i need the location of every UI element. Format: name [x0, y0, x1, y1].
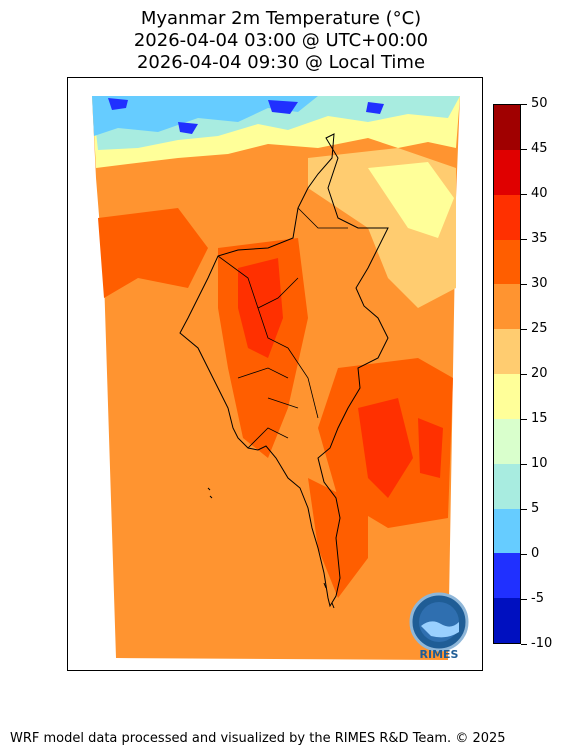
southern-hot-zone [308, 478, 368, 598]
colorbar-tick [521, 554, 527, 555]
colorbar-tick-label: 40 [531, 186, 548, 201]
colorbar-tick [521, 239, 527, 240]
temperature-map [92, 96, 460, 660]
colorbar-tick [521, 644, 527, 645]
colorbar-segment [494, 194, 520, 240]
map-title-line1: Myanmar 2m Temperature (°C) [140, 8, 422, 29]
colorbar-tick [521, 419, 527, 420]
colorbar-tick [521, 599, 527, 600]
footer-credit: WRF model data processed and visualized … [10, 731, 506, 746]
colorbar-tick-label: 0 [531, 546, 540, 561]
eastern-hotter-zone-2 [418, 418, 443, 478]
map-title-line3: 2026-04-04 09:30 @ Local Time [136, 52, 426, 73]
plateau-cooler-zone [368, 162, 454, 238]
colorbar-tick [521, 329, 527, 330]
colorbar-tick [521, 149, 527, 150]
colorbar-segment [494, 329, 520, 375]
colorbar-tick-label: 10 [531, 456, 548, 471]
colorbar-tick [521, 284, 527, 285]
country-border [179, 133, 389, 608]
colorbar-segment [494, 418, 520, 465]
colorbar-tick-label: 30 [531, 276, 548, 291]
colorbar-tick [521, 104, 527, 105]
colorbar-tick-label: 20 [531, 366, 548, 381]
colorbar-segment [494, 553, 520, 599]
colorbar-segment [494, 463, 520, 509]
colorbar-segment [494, 105, 520, 151]
colorbar-tick-label: -5 [531, 591, 544, 606]
map-title-line2: 2026-04-04 03:00 @ UTC+00:00 [133, 30, 429, 51]
colorbar-segment [494, 374, 520, 420]
colorbar-tick-label: 50 [531, 96, 548, 111]
colorbar-segment [494, 598, 520, 644]
coastal-islands [207, 487, 335, 609]
western-hot-zone [98, 208, 208, 298]
colorbar-tick [521, 374, 527, 375]
map-frame [67, 77, 483, 671]
northern-colder-zone [92, 96, 318, 136]
colorbar-tick-label: -10 [531, 636, 553, 651]
colorbar-segment [494, 508, 520, 554]
colorbar [493, 104, 521, 644]
colorbar-tick-label: 45 [531, 141, 548, 156]
colorbar-tick-label: 15 [531, 411, 548, 426]
colorbar-tick [521, 194, 527, 195]
colorbar-tick [521, 464, 527, 465]
eastern-hotter-zone [358, 398, 413, 498]
colorbar-tick [521, 509, 527, 510]
colorbar-segment [494, 284, 520, 330]
colorbar-tick-label: 25 [531, 321, 548, 336]
colorbar-segment [494, 239, 520, 285]
logo-text: RIMES [420, 648, 459, 660]
colorbar-tick-label: 5 [531, 501, 540, 516]
internal-boundaries [217, 207, 348, 449]
rimes-logo-icon: RIMES [409, 592, 469, 660]
colorbar-segment [494, 149, 520, 196]
colorbar-tick-label: 35 [531, 231, 548, 246]
